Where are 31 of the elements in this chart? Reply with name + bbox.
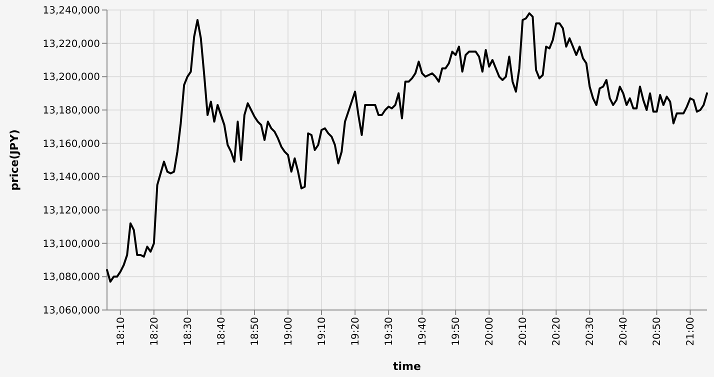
y-tick-label: 13,060,000 <box>42 306 100 316</box>
x-tick-label: 19:40 <box>418 317 429 346</box>
y-tick-label: 13,180,000 <box>42 106 100 116</box>
line-series <box>106 12 708 283</box>
x-tick-label: 21:00 <box>686 317 697 346</box>
x-tick-label: 18:20 <box>149 317 160 346</box>
x-tick-label: 19:30 <box>384 317 396 346</box>
y-tick-label: 13,140,000 <box>42 172 100 184</box>
x-tick-label: 18:30 <box>182 317 194 346</box>
x-tick-label: 20:50 <box>652 317 664 346</box>
y-tick-label: 13,200,000 <box>42 72 100 84</box>
x-tick-label: 20:40 <box>618 317 630 346</box>
x-tick-label: 20:20 <box>552 317 563 346</box>
x-tick-label: 19:20 <box>350 317 362 346</box>
x-tick-label: 20:10 <box>518 317 530 346</box>
y-tick-label: 13,100,000 <box>42 238 100 250</box>
x-tick-label: 19:00 <box>284 317 295 346</box>
x-tick-label: 18:10 <box>116 317 127 346</box>
y-tick-label: 13,220,000 <box>42 38 100 50</box>
x-tick-label: 20:30 <box>585 317 596 346</box>
x-tick-label: 19:10 <box>317 317 328 346</box>
y-tick-label: 13,240,000 <box>42 6 100 16</box>
y-axis-title: price(JPY) <box>8 129 21 191</box>
y-tick-label: 13,080,000 <box>42 272 100 284</box>
x-tick-label: 18:50 <box>250 317 261 346</box>
x-tick-label: 18:40 <box>216 317 228 346</box>
x-tick-label: 20:00 <box>484 317 496 346</box>
x-tick-label: 19:50 <box>451 317 462 346</box>
y-tick-label: 13,160,000 <box>42 138 100 150</box>
y-tick-label: 13,120,000 <box>42 206 100 216</box>
x-axis-title: time <box>393 360 421 373</box>
